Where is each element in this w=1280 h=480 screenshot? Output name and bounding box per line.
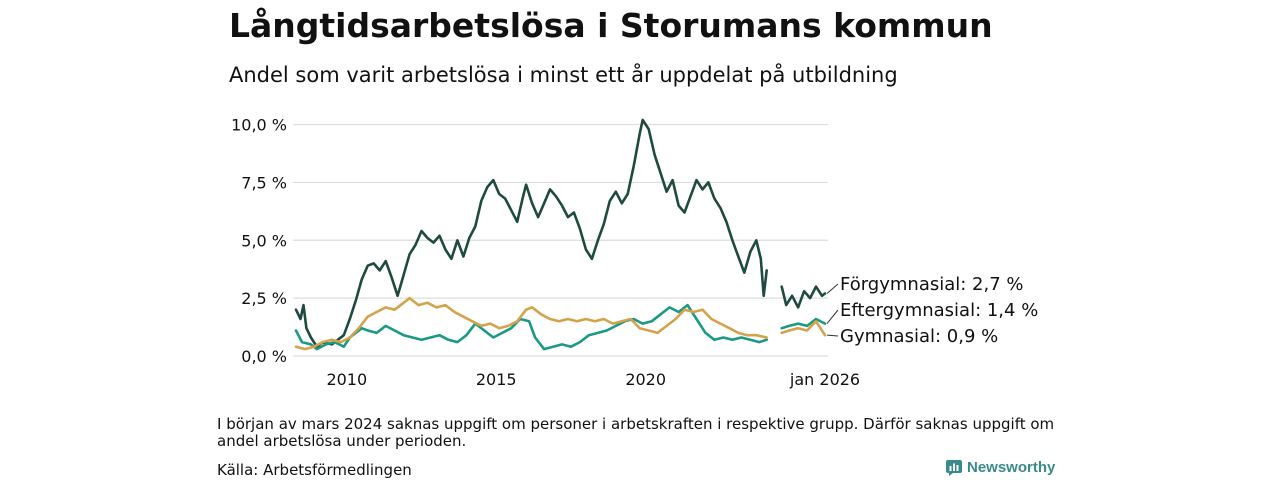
source-text: Källa: Arbetsförmedlingen bbox=[217, 461, 412, 479]
chart-title: Långtidsarbetslösa i Storumans kommun bbox=[229, 6, 993, 45]
brand-logo[interactable]: Newsworthy bbox=[946, 459, 1055, 476]
series-line-gymnasial bbox=[294, 296, 768, 351]
y-tick-label: 5,0 % bbox=[241, 231, 287, 250]
y-axis: 0,0 % 2,5 % 5,0 % 7,5 % 10,0 % bbox=[231, 116, 287, 366]
series-lines bbox=[294, 118, 827, 351]
y-tick-label: 0,0 % bbox=[241, 347, 287, 366]
y-tick-label: 10,0 % bbox=[231, 116, 287, 135]
chart-subtitle: Andel som varit arbetslösa i minst ett å… bbox=[229, 63, 898, 87]
series-line-förgymnasial bbox=[294, 118, 768, 348]
x-tick-label: 2015 bbox=[476, 370, 517, 389]
series-label-förgymnasial: Förgymnasial: 2,7 % bbox=[840, 274, 1024, 295]
series-label-gymnasial: Gymnasial: 0,9 % bbox=[840, 326, 998, 347]
label-leader bbox=[826, 283, 839, 294]
x-tick-label: jan 2026 bbox=[789, 370, 860, 389]
y-tick-label: 2,5 % bbox=[241, 289, 287, 308]
gridlines bbox=[293, 123, 828, 357]
label-leader bbox=[826, 334, 839, 337]
footnote: I början av mars 2024 saknas uppgift om … bbox=[217, 415, 1055, 450]
series-label-eftergymnasial: Eftergymnasial: 1,4 % bbox=[840, 300, 1038, 321]
series-line-gymnasial bbox=[780, 320, 827, 337]
x-axis: 2010 2015 2020 jan 2026 bbox=[326, 370, 860, 389]
brand-name: Newsworthy bbox=[967, 459, 1056, 476]
label-leader bbox=[826, 309, 839, 324]
series-labels: Förgymnasial: 2,7 % Eftergymnasial: 1,4 %… bbox=[826, 274, 1038, 347]
x-tick-label: 2020 bbox=[625, 370, 666, 389]
x-tick-label: 2010 bbox=[326, 370, 367, 389]
series-line-eftergymnasial bbox=[780, 317, 827, 330]
series-line-förgymnasial bbox=[780, 285, 827, 309]
newsworthy-icon bbox=[946, 459, 962, 476]
y-tick-label: 7,5 % bbox=[241, 173, 287, 192]
line-chart: 0,0 % 2,5 % 5,0 % 7,5 % 10,0 % 2010 2015 2020 j… bbox=[231, 116, 1038, 389]
series-line-eftergymnasial bbox=[294, 303, 768, 351]
